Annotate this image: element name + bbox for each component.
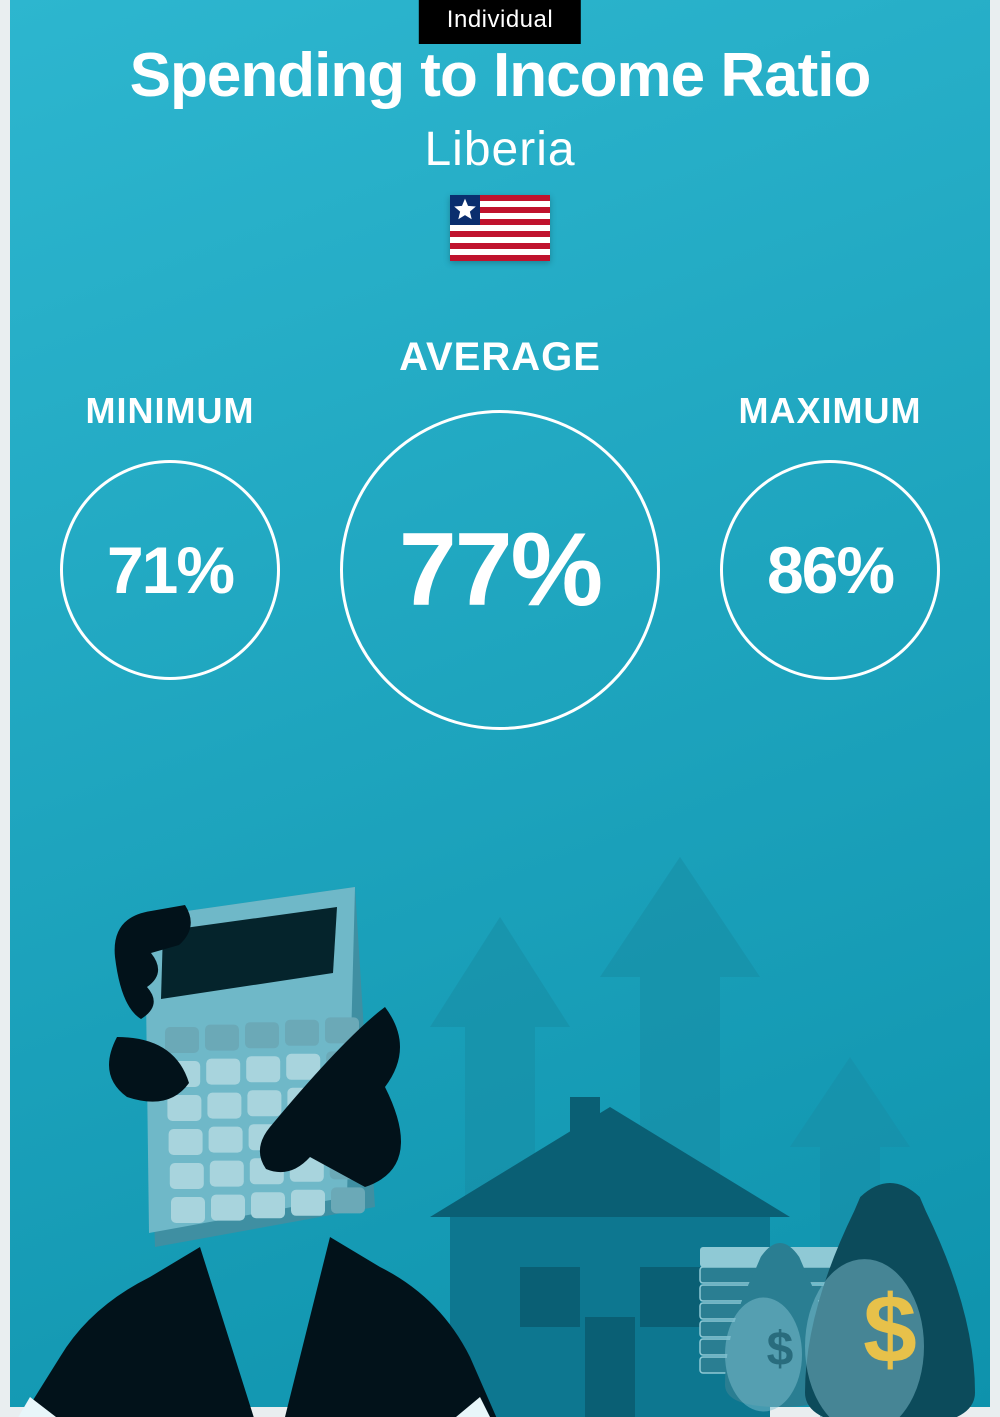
maximum-label: MAXIMUM bbox=[630, 390, 1000, 432]
average-circle: 77% bbox=[340, 410, 660, 730]
minimum-label: MINIMUM bbox=[0, 390, 370, 432]
infographic-root: Individual Spending to Income Ratio Libe… bbox=[0, 0, 1000, 1417]
maximum-value: 86% bbox=[767, 532, 893, 608]
svg-text:$: $ bbox=[767, 1323, 794, 1376]
country-subtitle: Liberia bbox=[0, 122, 1000, 177]
category-tag: Individual bbox=[419, 0, 581, 44]
minimum-circle: 71% bbox=[60, 460, 280, 680]
maximum-circle: 86% bbox=[720, 460, 940, 680]
minimum-value: 71% bbox=[107, 532, 233, 608]
bottom-illustration: $$ bbox=[0, 797, 1000, 1417]
liberia-flag-icon bbox=[450, 195, 550, 261]
average-label: AVERAGE bbox=[300, 335, 700, 380]
average-value: 77% bbox=[399, 511, 601, 630]
page-title: Spending to Income Ratio bbox=[0, 40, 1000, 111]
svg-text:$: $ bbox=[863, 1277, 917, 1384]
